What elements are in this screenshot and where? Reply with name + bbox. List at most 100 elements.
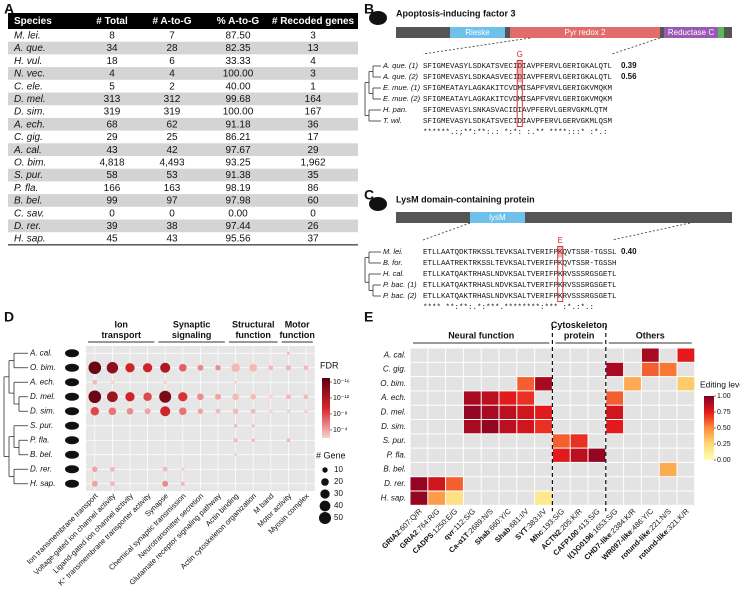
table-cell: O. bim.: [14, 157, 46, 168]
sequence: SFIGMEATAYLAGKAKITCVDMISAPFVRVLGERIGKVMQ…: [423, 96, 613, 104]
empty-cell: [570, 377, 588, 391]
table-cell: 68: [106, 119, 118, 130]
empty-cell: [570, 348, 588, 362]
y-tick-label: O. bim.: [380, 379, 406, 388]
empty-cell: [481, 491, 499, 505]
dot: [251, 438, 255, 442]
empty-cell: [410, 434, 428, 448]
species-label: A. que. (2): [382, 72, 419, 81]
heat-cell: [428, 491, 446, 505]
heat-cell: [677, 377, 695, 391]
empty-cell: [446, 391, 463, 405]
table-cell: 60: [307, 196, 319, 207]
table-cell: P. fla.: [14, 183, 38, 194]
empty-cell: [499, 491, 517, 505]
heat-cell: [517, 391, 535, 405]
table-cell: 18: [106, 56, 118, 67]
dot: [92, 466, 98, 472]
dot: [268, 409, 273, 414]
dot: [249, 363, 258, 372]
empty-cell: [677, 391, 695, 405]
empty-cell: [570, 420, 588, 434]
empty-cell: [552, 348, 570, 362]
empty-cell: [517, 491, 535, 505]
dot: [144, 408, 151, 415]
table-cell: 86: [307, 183, 319, 194]
empty-cell: [463, 377, 481, 391]
empty-cell: [588, 491, 606, 505]
empty-cell: [428, 377, 446, 391]
y-tick-label: D. rer.: [30, 464, 52, 473]
zoom-line: [611, 37, 661, 55]
table-cell: A. ech.: [13, 119, 45, 130]
y-tick-label: C. gig.: [383, 365, 406, 374]
table-cell: 29: [106, 132, 118, 143]
table-cell: 167: [305, 107, 322, 118]
domain-label: Reductase C: [668, 28, 714, 37]
y-tick-label: D. rer.: [384, 479, 406, 488]
empty-cell: [410, 420, 428, 434]
table-cell: 39: [106, 221, 118, 232]
species-label: T. wil.: [383, 116, 402, 125]
empty-cell: [570, 405, 588, 419]
dot: [250, 394, 256, 400]
heat-cell: [517, 420, 535, 434]
y-tick-label: A. cal.: [29, 348, 52, 357]
panel-label: D: [4, 309, 14, 325]
species-label: H. cal.: [383, 269, 404, 278]
heat-cell: [552, 448, 570, 462]
dot: [160, 406, 171, 417]
table-cell: 34: [106, 43, 118, 54]
dot: [233, 453, 238, 457]
empty-cell: [446, 434, 463, 448]
empty-cell: [499, 462, 517, 477]
legend-label: 50: [334, 513, 343, 522]
empty-cell: [659, 377, 677, 391]
group-label: function: [235, 330, 271, 340]
dot: [126, 407, 134, 415]
table-cell: H. vul.: [14, 56, 42, 67]
species-silhouette: [65, 392, 79, 401]
dot: [108, 407, 117, 416]
species-silhouette: [369, 197, 387, 211]
empty-cell: [446, 348, 463, 362]
dot: [233, 438, 238, 443]
empty-cell: [552, 477, 570, 491]
dot: [251, 424, 255, 428]
heat-cell: [481, 420, 499, 434]
colorbar-label: 1.00: [717, 393, 731, 400]
species-label: P. bac. (1): [383, 280, 417, 289]
dot: [215, 365, 221, 371]
empty-cell: [481, 348, 499, 362]
empty-cell: [428, 405, 446, 419]
empty-cell: [606, 477, 624, 491]
panel-label: A: [4, 1, 14, 17]
table-cell: 4: [310, 56, 316, 67]
empty-cell: [410, 348, 428, 362]
empty-cell: [499, 448, 517, 462]
colorbar: [322, 378, 330, 438]
heat-cell: [517, 405, 535, 419]
empty-cell: [428, 362, 446, 377]
species-silhouette: [65, 450, 79, 459]
heat-cell: [570, 448, 588, 462]
sequence: ETLLKATQAKTRHASLNDVKSALTVERIFPKRVSSSRGSG…: [423, 282, 617, 290]
table-cell: 100.00: [223, 69, 254, 80]
table-cell: 43: [166, 234, 178, 245]
species-silhouette: [65, 421, 79, 430]
empty-cell: [641, 462, 659, 477]
empty-cell: [463, 462, 481, 477]
table-cell: 3: [310, 30, 316, 41]
table-cell: 93.25: [225, 157, 250, 168]
empty-cell: [535, 462, 552, 477]
dot: [178, 392, 188, 402]
sequence: SFIGMEVASYLSDKATSVECIDIAVPFERVLGERIGKALQ…: [423, 63, 613, 71]
empty-cell: [410, 462, 428, 477]
table-cell: 163: [164, 183, 181, 194]
colorbar-label: 0.25: [717, 441, 731, 448]
dot: [92, 379, 98, 385]
dot: [125, 363, 135, 373]
table-cell: 97.44: [225, 221, 250, 232]
heat-cell: [606, 362, 624, 377]
